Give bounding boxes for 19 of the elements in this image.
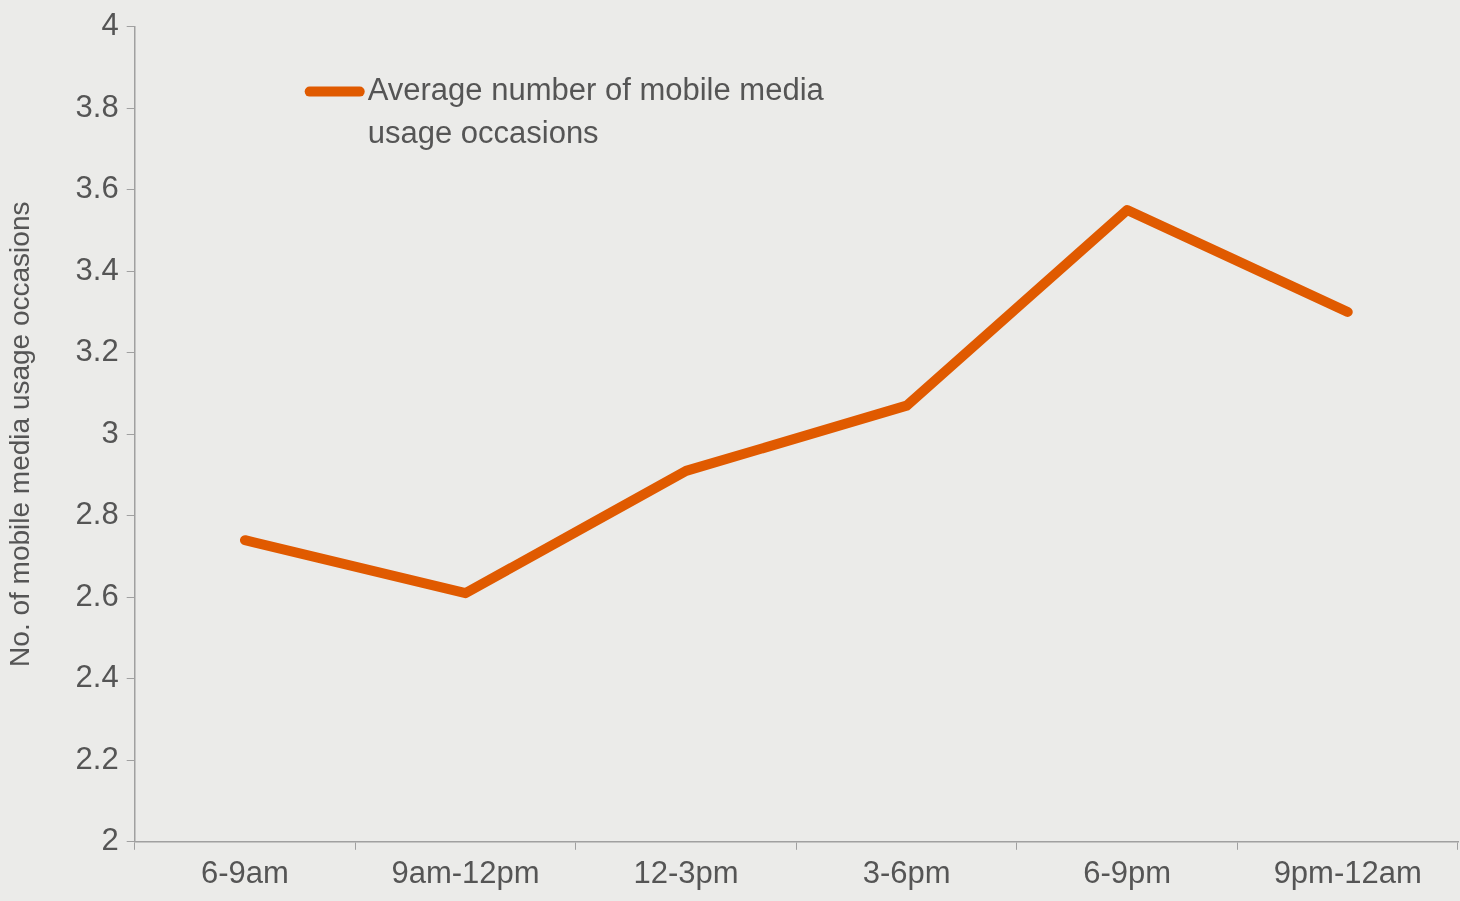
y-tick-label: 2.6 xyxy=(75,577,119,613)
x-tick-label: 12-3pm xyxy=(633,854,739,890)
y-tick-label: 3.6 xyxy=(75,170,119,206)
y-tick-label: 2.8 xyxy=(75,496,119,532)
y-tick-label: 3 xyxy=(101,414,119,450)
x-tick-label: 6-9pm xyxy=(1083,854,1172,890)
x-tick-label: 6-9am xyxy=(201,854,289,890)
y-tick-label: 2.4 xyxy=(75,659,119,695)
y-tick-label: 2.2 xyxy=(75,740,119,776)
x-tick-label: 3-6pm xyxy=(862,854,951,890)
y-axis-title: No. of mobile media usage occasions xyxy=(3,201,35,667)
y-tick-label: 3.4 xyxy=(75,251,119,287)
y-tick-label: 3.8 xyxy=(75,88,119,124)
legend-label: Average number of mobile media usage occasions xyxy=(367,72,825,151)
y-tick-label: 4 xyxy=(101,7,119,43)
y-tick-label: 2 xyxy=(101,822,119,858)
x-tick-label: 9am-12pm xyxy=(391,854,540,890)
y-tick-label: 3.2 xyxy=(75,333,119,369)
x-tick-label: 9pm-12am xyxy=(1273,854,1422,890)
